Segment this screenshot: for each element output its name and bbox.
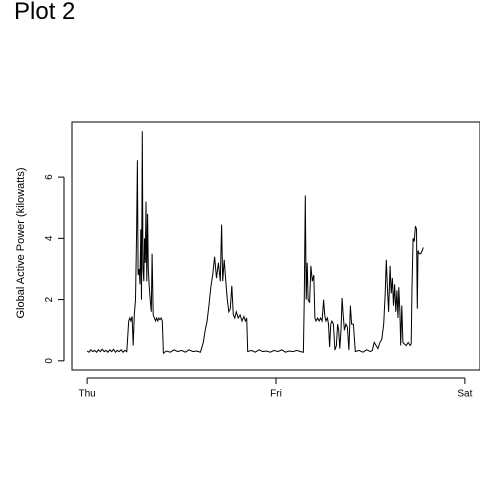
series-line xyxy=(86,131,424,355)
axes: Thu Fri Sat 0 2 4 6 xyxy=(44,174,473,400)
y-tick-label: 0 xyxy=(44,358,55,364)
x-tick-label: Thu xyxy=(78,388,95,399)
y-axis-title: Global Active Power (kilowatts) xyxy=(15,168,27,319)
x-tick-label: Fri xyxy=(270,388,282,399)
plot-frame xyxy=(71,121,480,371)
page-heading: Plot 2 xyxy=(14,0,76,25)
x-tick-label: Sat xyxy=(457,388,472,399)
y-tick-label: 4 xyxy=(44,235,55,241)
series-layer xyxy=(86,131,424,355)
y-tick-label: 6 xyxy=(44,174,55,180)
y-tick-label: 2 xyxy=(44,296,55,302)
